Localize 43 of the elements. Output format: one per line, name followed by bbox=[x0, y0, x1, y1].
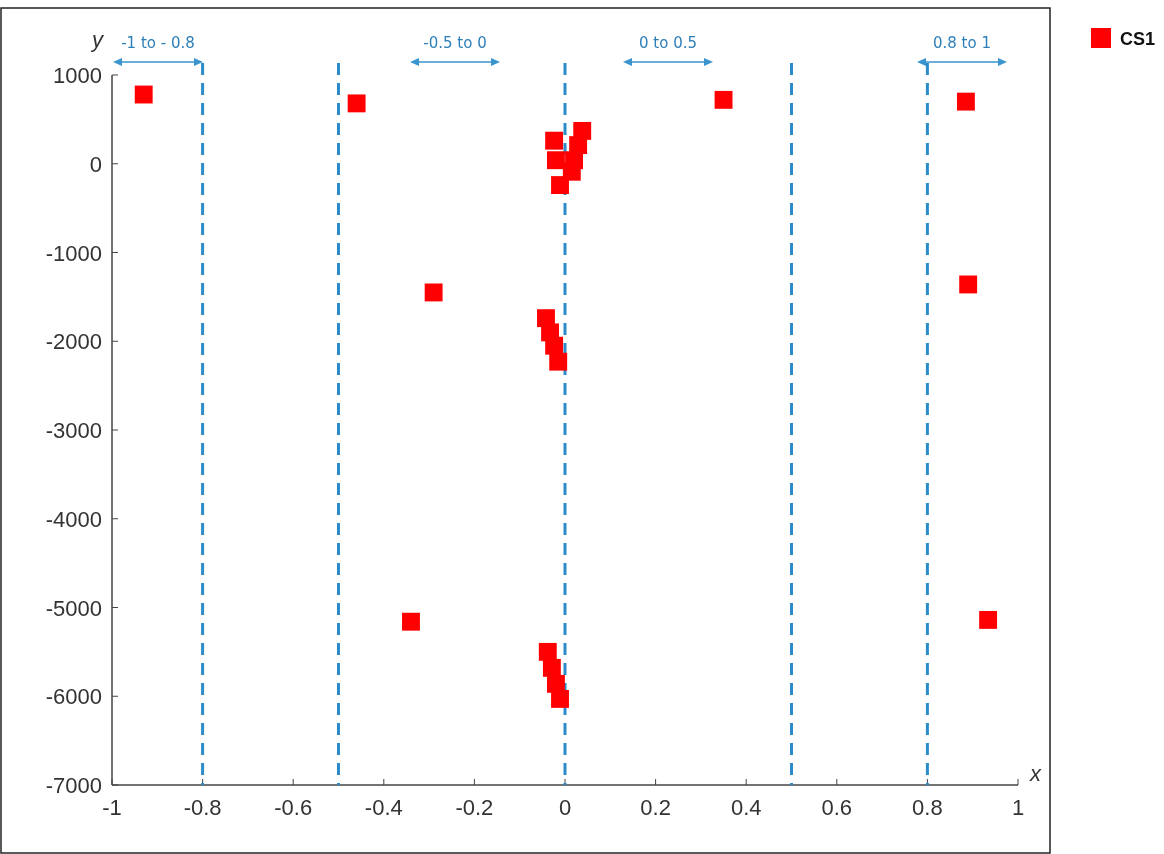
point bbox=[134, 85, 153, 104]
x-tick-label: 1 bbox=[1011, 795, 1025, 820]
point bbox=[956, 92, 975, 111]
point bbox=[538, 642, 557, 661]
y-tick-label: -7000 bbox=[45, 773, 102, 798]
point bbox=[545, 131, 564, 150]
y-tick-label: -3000 bbox=[45, 418, 102, 443]
text: 0.8 to 1 bbox=[933, 34, 991, 52]
text: 0 to 0.5 bbox=[639, 34, 697, 52]
point bbox=[551, 176, 569, 194]
point bbox=[551, 689, 569, 708]
y-tick-label: -5000 bbox=[45, 595, 102, 621]
point bbox=[959, 275, 978, 294]
x-axis-title: x bbox=[1029, 761, 1042, 786]
x-tick-label: -0.8 bbox=[183, 795, 222, 820]
point bbox=[347, 94, 366, 113]
y-tick-label: -6000 bbox=[45, 684, 102, 710]
point bbox=[714, 90, 733, 109]
point bbox=[545, 336, 564, 355]
x-tick-label: 0.6 bbox=[821, 795, 853, 820]
x-tick-label: 0.8 bbox=[912, 795, 943, 820]
y-axis-title: y bbox=[90, 27, 105, 52]
point bbox=[542, 658, 561, 677]
x-tick-label: -0.4 bbox=[364, 795, 403, 820]
y-tick-label: 1000 bbox=[53, 63, 102, 88]
text: -1 to - 0.8 bbox=[121, 34, 195, 52]
point bbox=[402, 612, 420, 631]
x-tick-label: -1 bbox=[102, 795, 122, 820]
x-tick-label: 0.4 bbox=[730, 795, 762, 820]
point bbox=[424, 283, 443, 302]
point bbox=[979, 610, 998, 629]
x-tick-label: 0.2 bbox=[640, 795, 671, 820]
text: -0.5 to 0 bbox=[423, 34, 487, 52]
x-tick-label: -0.2 bbox=[455, 795, 494, 820]
y-tick-label: -2000 bbox=[45, 329, 102, 355]
x-tick-label: 0 bbox=[558, 795, 572, 820]
legend-label: CS1 bbox=[1120, 29, 1156, 49]
x-tick-label: -0.6 bbox=[274, 795, 313, 820]
y-tick-label: -4000 bbox=[45, 506, 102, 532]
point bbox=[547, 151, 565, 170]
y-tick-label: 0 bbox=[89, 151, 102, 177]
point bbox=[549, 352, 568, 371]
y-tick-label: -1000 bbox=[45, 240, 102, 266]
